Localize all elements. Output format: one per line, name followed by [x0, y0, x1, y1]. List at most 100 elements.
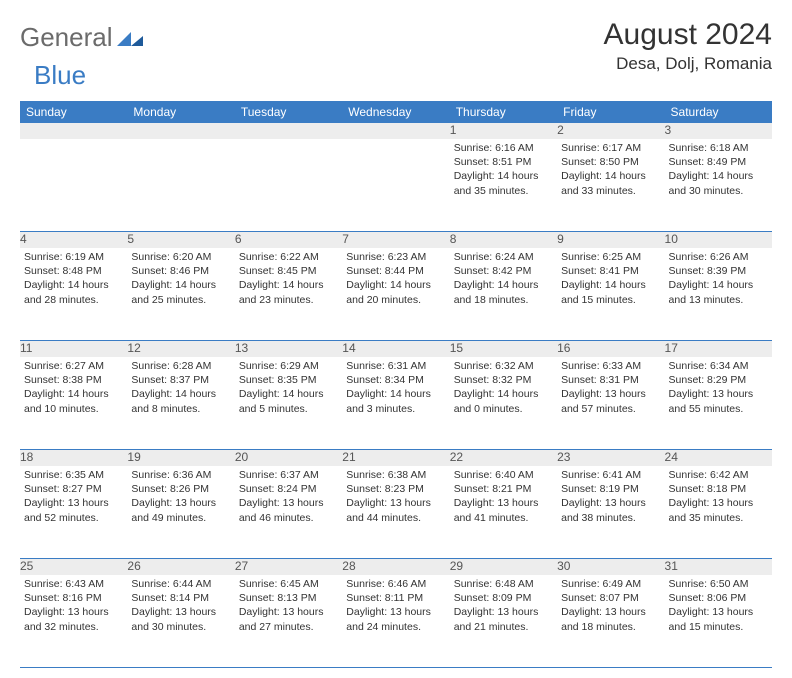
day-number: 22 — [450, 450, 557, 467]
day-cell: Sunrise: 6:24 AMSunset: 8:42 PMDaylight:… — [450, 248, 557, 341]
day-number: 5 — [127, 232, 234, 249]
day-details: Sunrise: 6:36 AMSunset: 8:26 PMDaylight:… — [127, 466, 234, 529]
col-saturday: Saturday — [665, 101, 772, 123]
day-number: 21 — [342, 450, 449, 467]
day-details: Sunrise: 6:26 AMSunset: 8:39 PMDaylight:… — [665, 248, 772, 311]
day-number: 30 — [557, 559, 664, 576]
day-details: Sunrise: 6:35 AMSunset: 8:27 PMDaylight:… — [20, 466, 127, 529]
col-thursday: Thursday — [450, 101, 557, 123]
day-cell: Sunrise: 6:36 AMSunset: 8:26 PMDaylight:… — [127, 466, 234, 559]
day-details: Sunrise: 6:50 AMSunset: 8:06 PMDaylight:… — [665, 575, 772, 638]
day-number: 9 — [557, 232, 664, 249]
day-details: Sunrise: 6:37 AMSunset: 8:24 PMDaylight:… — [235, 466, 342, 529]
day-details: Sunrise: 6:31 AMSunset: 8:34 PMDaylight:… — [342, 357, 449, 420]
day-number: 15 — [450, 341, 557, 358]
day-cell — [127, 139, 234, 232]
day-number: 25 — [20, 559, 127, 576]
day-cell: Sunrise: 6:43 AMSunset: 8:16 PMDaylight:… — [20, 575, 127, 668]
day-number: 10 — [665, 232, 772, 249]
day-cell: Sunrise: 6:50 AMSunset: 8:06 PMDaylight:… — [665, 575, 772, 668]
day-cell: Sunrise: 6:42 AMSunset: 8:18 PMDaylight:… — [665, 466, 772, 559]
day-cell: Sunrise: 6:37 AMSunset: 8:24 PMDaylight:… — [235, 466, 342, 559]
day-details: Sunrise: 6:43 AMSunset: 8:16 PMDaylight:… — [20, 575, 127, 638]
col-tuesday: Tuesday — [235, 101, 342, 123]
day-cell: Sunrise: 6:48 AMSunset: 8:09 PMDaylight:… — [450, 575, 557, 668]
day-number: 17 — [665, 341, 772, 358]
day-cell: Sunrise: 6:35 AMSunset: 8:27 PMDaylight:… — [20, 466, 127, 559]
day-cell: Sunrise: 6:41 AMSunset: 8:19 PMDaylight:… — [557, 466, 664, 559]
day-details: Sunrise: 6:19 AMSunset: 8:48 PMDaylight:… — [20, 248, 127, 311]
day-details: Sunrise: 6:20 AMSunset: 8:46 PMDaylight:… — [127, 248, 234, 311]
day-cell: Sunrise: 6:22 AMSunset: 8:45 PMDaylight:… — [235, 248, 342, 341]
day-number: 2 — [557, 123, 664, 139]
col-wednesday: Wednesday — [342, 101, 449, 123]
day-number: 29 — [450, 559, 557, 576]
day-cell: Sunrise: 6:16 AMSunset: 8:51 PMDaylight:… — [450, 139, 557, 232]
day-cell: Sunrise: 6:44 AMSunset: 8:14 PMDaylight:… — [127, 575, 234, 668]
brand-logo: General — [20, 18, 143, 53]
day-details: Sunrise: 6:48 AMSunset: 8:09 PMDaylight:… — [450, 575, 557, 638]
day-number: 14 — [342, 341, 449, 358]
day-number: 18 — [20, 450, 127, 467]
day-details: Sunrise: 6:40 AMSunset: 8:21 PMDaylight:… — [450, 466, 557, 529]
day-details: Sunrise: 6:18 AMSunset: 8:49 PMDaylight:… — [665, 139, 772, 202]
day-details: Sunrise: 6:49 AMSunset: 8:07 PMDaylight:… — [557, 575, 664, 638]
day-details: Sunrise: 6:38 AMSunset: 8:23 PMDaylight:… — [342, 466, 449, 529]
day-details: Sunrise: 6:42 AMSunset: 8:18 PMDaylight:… — [665, 466, 772, 529]
day-details: Sunrise: 6:16 AMSunset: 8:51 PMDaylight:… — [450, 139, 557, 202]
day-cell: Sunrise: 6:32 AMSunset: 8:32 PMDaylight:… — [450, 357, 557, 450]
day-details: Sunrise: 6:44 AMSunset: 8:14 PMDaylight:… — [127, 575, 234, 638]
day-cell: Sunrise: 6:19 AMSunset: 8:48 PMDaylight:… — [20, 248, 127, 341]
day-details: Sunrise: 6:33 AMSunset: 8:31 PMDaylight:… — [557, 357, 664, 420]
day-cell: Sunrise: 6:29 AMSunset: 8:35 PMDaylight:… — [235, 357, 342, 450]
day-cell: Sunrise: 6:27 AMSunset: 8:38 PMDaylight:… — [20, 357, 127, 450]
day-cell: Sunrise: 6:23 AMSunset: 8:44 PMDaylight:… — [342, 248, 449, 341]
day-cell: Sunrise: 6:20 AMSunset: 8:46 PMDaylight:… — [127, 248, 234, 341]
brand-word2: Blue — [20, 60, 86, 90]
day-cell — [20, 139, 127, 232]
day-number: 6 — [235, 232, 342, 249]
col-friday: Friday — [557, 101, 664, 123]
col-monday: Monday — [127, 101, 234, 123]
day-number: 16 — [557, 341, 664, 358]
day-cell: Sunrise: 6:28 AMSunset: 8:37 PMDaylight:… — [127, 357, 234, 450]
day-cell — [342, 139, 449, 232]
day-cell: Sunrise: 6:49 AMSunset: 8:07 PMDaylight:… — [557, 575, 664, 668]
day-number: 7 — [342, 232, 449, 249]
day-number: 4 — [20, 232, 127, 249]
day-number: 8 — [450, 232, 557, 249]
day-cell: Sunrise: 6:33 AMSunset: 8:31 PMDaylight:… — [557, 357, 664, 450]
day-number — [235, 123, 342, 139]
day-number — [20, 123, 127, 139]
day-number: 12 — [127, 341, 234, 358]
day-number-row: 18192021222324 — [20, 450, 772, 467]
day-details: Sunrise: 6:29 AMSunset: 8:35 PMDaylight:… — [235, 357, 342, 420]
day-cell: Sunrise: 6:45 AMSunset: 8:13 PMDaylight:… — [235, 575, 342, 668]
day-number-row: 45678910 — [20, 232, 772, 249]
day-number: 23 — [557, 450, 664, 467]
day-number: 20 — [235, 450, 342, 467]
day-details: Sunrise: 6:23 AMSunset: 8:44 PMDaylight:… — [342, 248, 449, 311]
day-cell: Sunrise: 6:18 AMSunset: 8:49 PMDaylight:… — [665, 139, 772, 232]
day-details: Sunrise: 6:34 AMSunset: 8:29 PMDaylight:… — [665, 357, 772, 420]
day-number: 28 — [342, 559, 449, 576]
day-details: Sunrise: 6:27 AMSunset: 8:38 PMDaylight:… — [20, 357, 127, 420]
week-row: Sunrise: 6:16 AMSunset: 8:51 PMDaylight:… — [20, 139, 772, 232]
col-sunday: Sunday — [20, 101, 127, 123]
location: Desa, Dolj, Romania — [604, 54, 772, 74]
day-cell — [235, 139, 342, 232]
day-number-row: 123 — [20, 123, 772, 139]
day-cell: Sunrise: 6:34 AMSunset: 8:29 PMDaylight:… — [665, 357, 772, 450]
day-number: 24 — [665, 450, 772, 467]
day-details: Sunrise: 6:22 AMSunset: 8:45 PMDaylight:… — [235, 248, 342, 311]
week-row: Sunrise: 6:35 AMSunset: 8:27 PMDaylight:… — [20, 466, 772, 559]
day-number: 1 — [450, 123, 557, 139]
day-cell: Sunrise: 6:46 AMSunset: 8:11 PMDaylight:… — [342, 575, 449, 668]
week-row: Sunrise: 6:27 AMSunset: 8:38 PMDaylight:… — [20, 357, 772, 450]
day-details: Sunrise: 6:32 AMSunset: 8:32 PMDaylight:… — [450, 357, 557, 420]
day-details: Sunrise: 6:24 AMSunset: 8:42 PMDaylight:… — [450, 248, 557, 311]
week-row: Sunrise: 6:43 AMSunset: 8:16 PMDaylight:… — [20, 575, 772, 668]
day-number-row: 11121314151617 — [20, 341, 772, 358]
day-details: Sunrise: 6:45 AMSunset: 8:13 PMDaylight:… — [235, 575, 342, 638]
day-details: Sunrise: 6:46 AMSunset: 8:11 PMDaylight:… — [342, 575, 449, 638]
